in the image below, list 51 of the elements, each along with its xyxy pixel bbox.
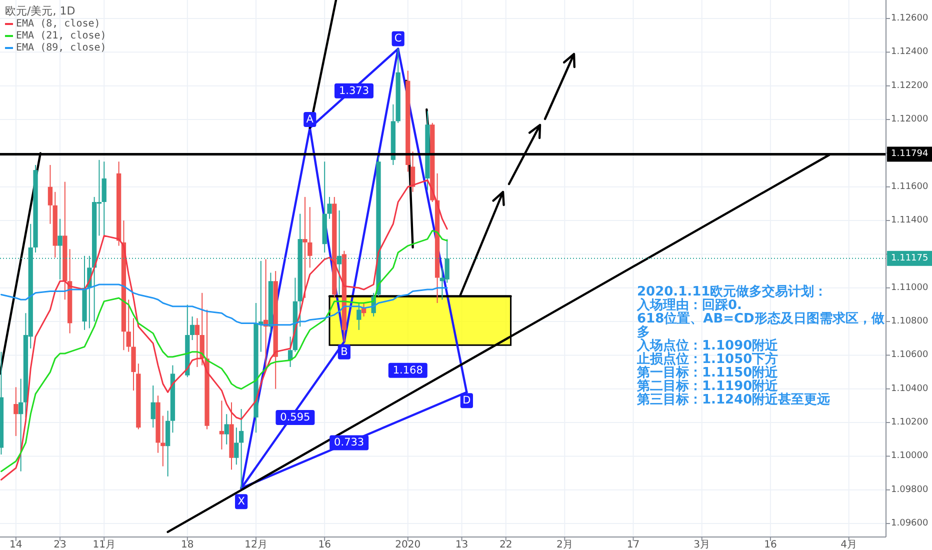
annotation: 止损点位：1.1050下方 <box>636 351 778 367</box>
x-tick-label: 22 <box>500 540 512 550</box>
y-tick-label: 1.10400 <box>891 384 928 394</box>
y-tick-label: 1.12400 <box>891 47 928 58</box>
x-tick-label: 16 <box>318 540 331 550</box>
text: 欧元/美元, 1D <box>5 4 76 18</box>
ref-line-label: 1.11175 <box>891 253 928 264</box>
annotation: 多 <box>637 325 650 340</box>
legend-label: EMA (21, close) <box>16 30 106 42</box>
annotation: 第一目标：1.1150附近 <box>636 364 780 380</box>
x-tick-label: 3月 <box>694 540 710 550</box>
x-tick-label: 14 <box>10 540 22 550</box>
y-tick-label: 1.10000 <box>891 451 928 462</box>
x-tick-label: 23 <box>54 540 66 550</box>
x-tick-label: 4月 <box>840 540 858 550</box>
x-tick-label: 2020 <box>395 540 421 550</box>
annotation: C <box>394 32 402 45</box>
y-tick-label: 1.10600 <box>891 350 928 360</box>
legend-label: EMA (89, close) <box>16 42 106 54</box>
x-tick-label: 11月 <box>92 540 116 550</box>
y-tick-label: 1.12200 <box>891 80 928 91</box>
x-tick-label: 2月 <box>556 540 573 550</box>
annotation: 0.595 <box>280 411 310 424</box>
x-tick-label: 18 <box>181 540 194 550</box>
y-tick-label: 1.09600 <box>891 518 928 529</box>
annotation: 618位置、AB=CD形态及日图需求区，做 <box>637 310 886 326</box>
annotation: A <box>306 114 314 126</box>
x-tick-label: 17 <box>626 540 640 550</box>
annotation: 1.373 <box>338 84 370 97</box>
annotation: D <box>462 394 471 407</box>
y-tick-label: 1.10200 <box>891 418 928 428</box>
annotation: 入场理由：回踩0. <box>636 297 742 313</box>
legend-label: EMA (8, close) <box>16 18 100 30</box>
annotation: X <box>238 496 245 508</box>
annotation: 第二目标：1.1190附近 <box>636 378 780 394</box>
y-tick-label: 1.12600 <box>891 14 928 24</box>
y-tick-label: 1.10800 <box>891 316 928 327</box>
annotation: 2020.1.11欧元做多交易计划： <box>637 284 828 300</box>
x-tick-label: 12月 <box>244 540 268 550</box>
annotation: 0.733 <box>334 436 364 449</box>
y-tick-label: 1.12000 <box>891 114 928 125</box>
y-tick-label: 1.11000 <box>891 282 928 293</box>
annotation: 1.168 <box>392 364 423 376</box>
y-tick-label: 1.11600 <box>891 182 928 192</box>
x-tick-label: 16 <box>764 540 777 550</box>
annotation: B <box>340 346 348 358</box>
y-tick-label: 1.11400 <box>891 216 928 226</box>
annotation: 第三目标：1.1240附近甚至更远 <box>636 392 832 408</box>
y-tick-label: 1.09800 <box>891 484 928 495</box>
ref-line-label: 1.11794 <box>891 149 928 160</box>
x-tick-label: 13 <box>455 540 468 550</box>
